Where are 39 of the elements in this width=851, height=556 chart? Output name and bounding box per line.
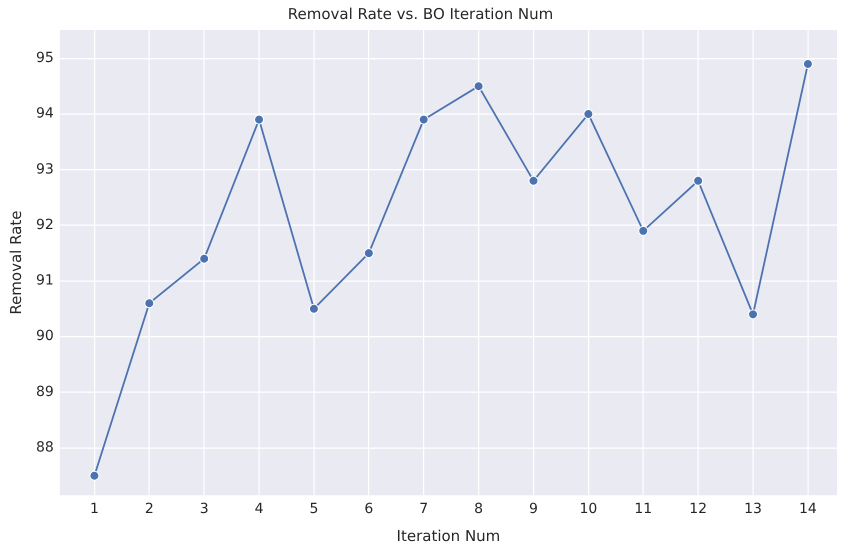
y-tick-label: 93 [36, 161, 54, 178]
chart-title: Removal Rate vs. BO Iteration Num [288, 4, 554, 23]
x-tick-label: 6 [364, 501, 374, 518]
point [254, 114, 264, 125]
y-tick-label: 90 [36, 328, 54, 344]
point [802, 58, 813, 69]
x-tick-label: 9 [529, 501, 538, 518]
y-tick-label: 88 [36, 440, 54, 456]
point [638, 226, 648, 236]
point [199, 254, 210, 264]
y-tick-label: 91 [36, 272, 54, 289]
x-tick-label: 12 [689, 501, 708, 518]
x-tick-label: 5 [309, 501, 318, 518]
x-tick-label: 11 [634, 501, 652, 518]
x-tick-label: 10 [579, 501, 598, 518]
y-tick-label: 92 [36, 216, 54, 233]
point [308, 304, 319, 314]
x-tick-label: 7 [419, 501, 428, 518]
x-tick-label: 14 [798, 501, 817, 518]
point [693, 176, 704, 186]
x-axis-title: Iteration Num [396, 526, 500, 545]
point [418, 114, 429, 125]
y-tick-label: 94 [36, 106, 54, 122]
point [583, 109, 594, 120]
y-tick-label: 89 [36, 384, 54, 400]
y-tick-label: 95 [36, 50, 54, 66]
point [528, 176, 538, 186]
x-tick-label: 4 [254, 501, 264, 518]
x-tick-label: 3 [200, 501, 209, 518]
point [474, 81, 484, 92]
x-tick-label: 1 [90, 501, 99, 518]
point [89, 470, 100, 481]
point [748, 309, 758, 320]
point [144, 298, 154, 308]
x-tick-label: 2 [144, 501, 154, 518]
x-tick-label: 13 [744, 501, 762, 518]
point [364, 248, 374, 258]
x-tick-label: 8 [474, 501, 484, 518]
y-axis-title: Removal Rate [6, 210, 25, 315]
